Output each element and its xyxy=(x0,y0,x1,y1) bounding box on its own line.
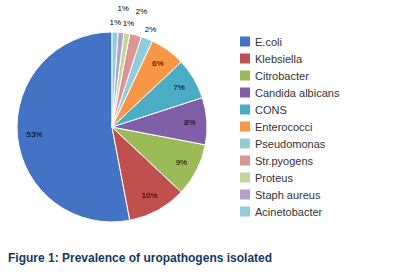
slices xyxy=(17,32,207,222)
legend-label: Candida albicans xyxy=(255,87,340,99)
legend-label: Klebsiella xyxy=(255,53,303,65)
legend-label: Proteus xyxy=(255,172,293,184)
legend-label: Acinetobacter xyxy=(255,206,323,218)
data-label: 8% xyxy=(184,118,196,127)
legend-swatch xyxy=(240,37,250,47)
legend-label: Enterococci xyxy=(255,121,312,133)
legend-label: E.coli xyxy=(255,36,282,48)
chart: 53%10%9%8%7%6%2%2%1%1%1%E.coliKlebsiella… xyxy=(0,0,400,278)
legend-label: Str.pyogens xyxy=(255,155,314,167)
legend-swatch xyxy=(240,156,250,166)
data-label: 1% xyxy=(110,18,122,27)
data-label: 2% xyxy=(136,7,148,16)
data-label: 10% xyxy=(142,191,158,200)
pie-slice xyxy=(112,32,124,127)
legend-swatch xyxy=(240,71,250,81)
data-label: 53% xyxy=(26,130,42,139)
legend-label: Citrobacter xyxy=(255,70,309,82)
data-label: 1% xyxy=(123,19,135,28)
legend-swatch xyxy=(240,88,250,98)
pie-slice xyxy=(112,32,118,127)
data-label: 1% xyxy=(117,4,129,13)
legend-swatch xyxy=(240,122,250,132)
data-labels: 53%10%9%8%7%6%2%2%1%1%1% xyxy=(26,4,195,200)
legend-swatch xyxy=(240,54,250,64)
legend-swatch xyxy=(240,190,250,200)
pie-slice xyxy=(112,33,130,127)
legend-label: CONS xyxy=(255,104,287,116)
legend: E.coli Klebsiella Citrobacter Candida albic… xyxy=(240,36,340,218)
legend-swatch xyxy=(240,105,250,115)
data-label: 6% xyxy=(152,59,164,68)
data-label: 2% xyxy=(145,25,157,34)
legend-label: Pseudomonas xyxy=(255,138,326,150)
legend-swatch xyxy=(240,173,250,183)
legend-swatch xyxy=(240,207,250,217)
legend-swatch xyxy=(240,139,250,149)
data-label: 9% xyxy=(176,158,188,167)
title: Figure 1: Prevalence of uropathogens iso… xyxy=(8,251,272,265)
data-label: 7% xyxy=(173,83,185,92)
legend-label: Staph aureus xyxy=(255,189,321,201)
